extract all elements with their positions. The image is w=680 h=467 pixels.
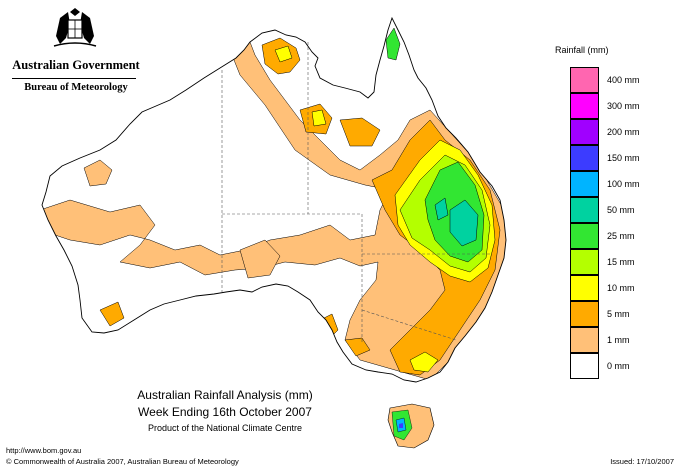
logo-divider [12, 78, 136, 79]
legend-label: 15 mm [607, 257, 635, 267]
tasmania [387, 403, 435, 449]
map-subtitle: Week Ending 16th October 2007 [138, 405, 312, 419]
map-credit: Product of the National Climate Centre [147, 423, 303, 433]
bureau-name: Bureau of Meteorology [24, 82, 128, 93]
coat-of-arms-icon [53, 8, 97, 47]
legend-title: Rainfall (mm) [555, 45, 609, 55]
legend-label: 150 mm [607, 153, 640, 163]
legend-swatch [570, 119, 599, 145]
legend-swatch [570, 275, 599, 301]
legend-swatch [570, 67, 599, 93]
legend-swatch [570, 327, 599, 353]
legend-label: 10 mm [607, 283, 635, 293]
government-name: Australian Government [12, 58, 140, 72]
legend-swatch [570, 145, 599, 171]
legend-label: 400 mm [607, 75, 640, 85]
legend-label: 100 mm [607, 179, 640, 189]
source-url: http://www.bom.gov.au [6, 446, 82, 455]
map-title: Australian Rainfall Analysis (mm) [137, 388, 313, 402]
legend-label: 200 mm [607, 127, 640, 137]
rainfall-map [41, 16, 507, 449]
legend-label: 50 mm [607, 205, 635, 215]
legend-label: 5 mm [607, 309, 630, 319]
legend-swatch [570, 171, 599, 197]
issued-date: Issued: 17/10/2007 [610, 457, 674, 466]
state-borders [221, 42, 490, 344]
copyright-notice: © Commonwealth of Australia 2007, Austra… [6, 457, 239, 466]
legend-label: 300 mm [607, 101, 640, 111]
legend-swatch [570, 197, 599, 223]
legend-swatch [570, 249, 599, 275]
legend-swatch [570, 223, 599, 249]
coastline [41, 16, 507, 383]
government-logo: Australian Government Bureau of Meteorol… [8, 8, 140, 98]
legend-label: 25 mm [607, 231, 635, 241]
legend-swatch [570, 93, 599, 119]
legend-swatch [570, 301, 599, 327]
legend-label: 1 mm [607, 335, 630, 345]
legend-swatch [570, 353, 599, 379]
legend-label: 0 mm [607, 361, 630, 371]
